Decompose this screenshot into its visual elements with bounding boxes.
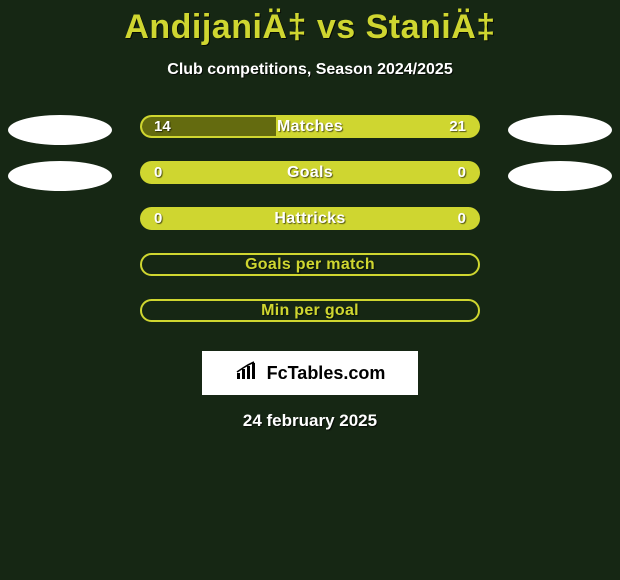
stat-bar: 1421Matches [140, 115, 480, 138]
stat-bar: 00Hattricks [140, 207, 480, 230]
stat-label: Goals [142, 163, 478, 182]
stat-label: Hattricks [142, 209, 478, 228]
stat-label: Min per goal [142, 301, 478, 320]
stat-row: 1421Matches [0, 115, 620, 161]
page-subtitle: Club competitions, Season 2024/2025 [0, 61, 620, 79]
stat-row: 00Hattricks [0, 207, 620, 253]
stat-rows: 1421Matches 00Goals 00Hattricks Goals per m… [0, 115, 620, 345]
stat-row: Goals per match [0, 253, 620, 299]
snapshot-date: 24 february 2025 [0, 411, 620, 431]
stat-label: Goals per match [142, 255, 478, 274]
site-logo[interactable]: FcTables.com [202, 351, 418, 395]
page-title: AndijaniÄ‡ vs StaniÄ‡ [0, 0, 620, 47]
stat-row: Min per goal [0, 299, 620, 345]
player-left-avatar [8, 161, 112, 191]
stat-row: 00Goals [0, 161, 620, 207]
comparison-card: AndijaniÄ‡ vs StaniÄ‡ Club competitions,… [0, 0, 620, 580]
chart-icon [235, 361, 261, 386]
stat-bar: Goals per match [140, 253, 480, 276]
stat-bar: Min per goal [140, 299, 480, 322]
site-logo-text: FcTables.com [267, 363, 386, 384]
player-right-avatar [508, 115, 612, 145]
stat-bar: 00Goals [140, 161, 480, 184]
stat-label: Matches [142, 117, 478, 136]
player-left-avatar [8, 115, 112, 145]
player-right-avatar [508, 161, 612, 191]
site-logo-inner: FcTables.com [235, 361, 386, 386]
